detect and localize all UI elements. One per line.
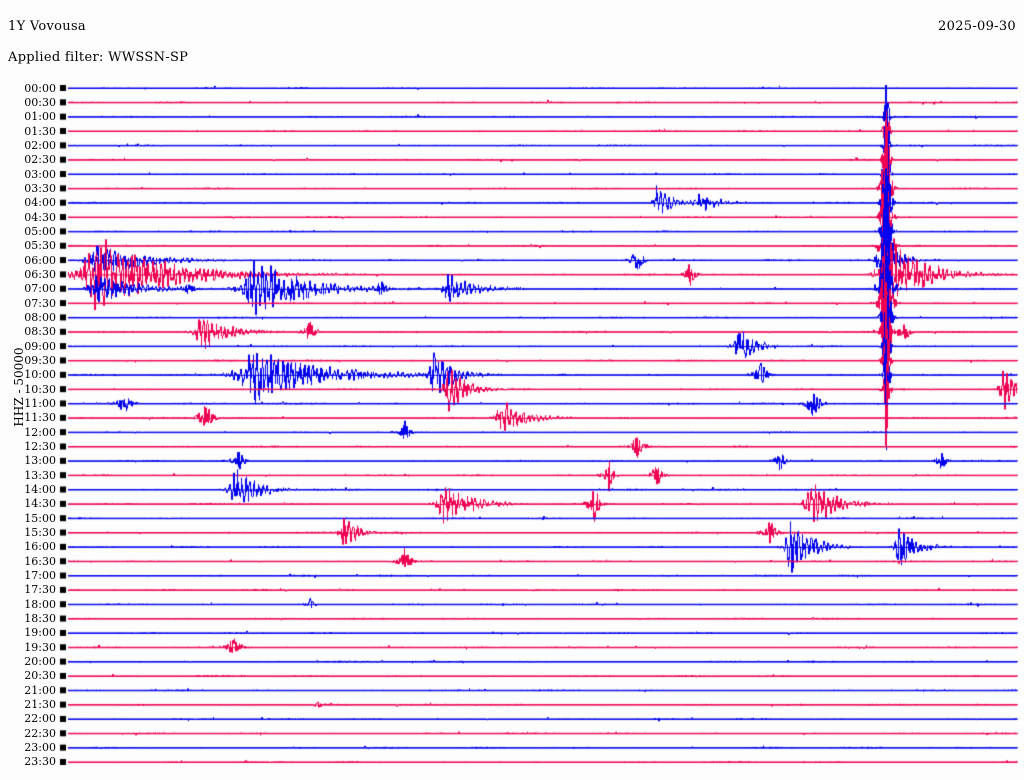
time-tick-label: 20:30 — [24, 669, 56, 683]
time-tick-label: 05:30 — [24, 239, 56, 253]
time-tick-label: 22:00 — [24, 712, 56, 726]
time-tick-label: 16:30 — [24, 554, 56, 568]
time-tick-label: 02:30 — [24, 153, 56, 167]
time-tick-label: 00:30 — [24, 95, 56, 109]
time-tick-label: 06:00 — [24, 253, 56, 267]
time-tick-label: 03:30 — [24, 181, 56, 195]
time-tick-label: 21:00 — [24, 683, 56, 697]
time-tick-label: 12:30 — [24, 440, 56, 453]
time-tick-label: 11:00 — [24, 396, 56, 410]
time-tick-label: 09:00 — [24, 339, 56, 353]
time-tick-label: 10:00 — [24, 368, 56, 382]
time-tick-label: 19:00 — [24, 626, 56, 640]
time-tick-label: 08:00 — [24, 310, 56, 324]
time-tick-label: 15:30 — [24, 526, 56, 540]
time-tick-label: 23:00 — [24, 741, 56, 755]
time-tick-label: 07:30 — [24, 296, 56, 310]
time-tick-label: 09:30 — [24, 353, 56, 367]
time-tick-label: 01:30 — [24, 124, 56, 138]
time-tick-label: 04:30 — [24, 210, 56, 224]
time-tick-label: 10:30 — [24, 382, 56, 396]
time-tick-label: 16:00 — [24, 540, 56, 554]
time-tick-label: 18:00 — [24, 597, 56, 611]
time-tick-label: 01:00 — [24, 110, 56, 124]
time-tick-label: 17:00 — [24, 569, 56, 583]
time-tick-label: 18:30 — [24, 612, 56, 626]
time-tick-label: 15:00 — [24, 511, 56, 525]
time-tick-label: 14:00 — [24, 483, 56, 497]
time-tick-label: 17:30 — [24, 583, 56, 597]
time-tick-label: 22:30 — [24, 726, 56, 740]
time-tick-label: 07:00 — [24, 282, 56, 296]
time-tick-label: 23:30 — [24, 755, 56, 769]
time-tick-label: 14:30 — [24, 497, 56, 511]
time-tick-label: 02:00 — [24, 138, 56, 152]
time-tick-label: 03:00 — [24, 167, 56, 181]
time-tick-label: 20:00 — [24, 655, 56, 669]
time-tick-label: 06:30 — [24, 267, 56, 281]
time-tick-label: 13:30 — [24, 468, 56, 482]
time-tick-label: 00:00 — [24, 81, 56, 95]
time-tick-label: 05:00 — [24, 224, 56, 238]
time-tick-label: 12:00 — [24, 425, 56, 439]
time-tick-label: 19:30 — [24, 640, 56, 654]
time-tick-label: 13:00 — [24, 454, 56, 468]
time-tick-label: 11:30 — [24, 411, 56, 425]
time-tick-label: 08:30 — [24, 325, 56, 339]
time-tick-label: 21:30 — [24, 698, 56, 712]
time-tick-label: 04:00 — [24, 196, 56, 210]
